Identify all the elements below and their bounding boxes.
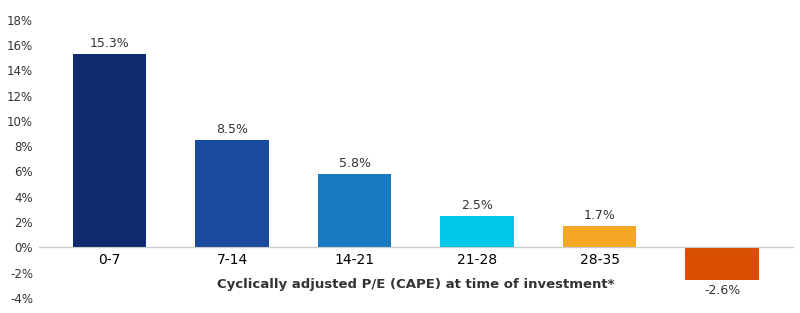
Text: 8.5%: 8.5% xyxy=(216,123,248,136)
Text: -2.6%: -2.6% xyxy=(704,284,740,297)
X-axis label: Cyclically adjusted P/E (CAPE) at time of investment*: Cyclically adjusted P/E (CAPE) at time o… xyxy=(217,278,614,291)
Text: 5.8%: 5.8% xyxy=(338,157,370,170)
Bar xyxy=(686,248,758,280)
Bar xyxy=(318,174,391,248)
Text: 2.5%: 2.5% xyxy=(461,199,493,212)
Bar xyxy=(195,140,269,248)
Bar xyxy=(440,216,514,248)
Text: 15.3%: 15.3% xyxy=(90,37,130,50)
Text: 1.7%: 1.7% xyxy=(584,209,615,222)
Bar xyxy=(563,226,636,248)
Bar xyxy=(73,54,146,248)
